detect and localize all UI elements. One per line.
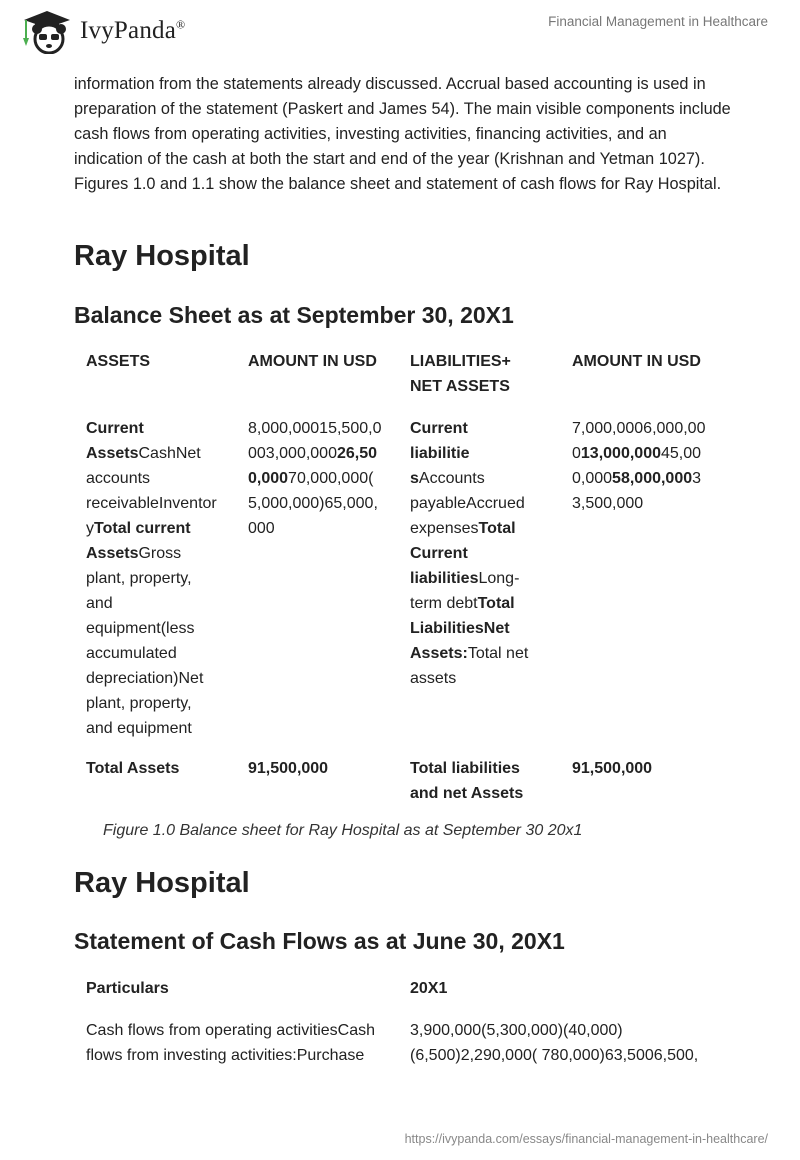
panda-logo-icon bbox=[23, 11, 70, 54]
header-particulars: Particulars bbox=[86, 980, 169, 997]
cell-text: receivableInventor bbox=[86, 495, 217, 512]
cell-text: s bbox=[410, 470, 419, 487]
cell-text: 3 bbox=[692, 470, 702, 487]
cell-text: Gross bbox=[138, 545, 182, 562]
section1-subtitle: Balance Sheet as at September 30, 20X1 bbox=[74, 302, 514, 328]
cell-text: Accounts bbox=[418, 470, 485, 487]
cell-text: 26,50 bbox=[336, 445, 378, 462]
cell-text: 0,000 bbox=[572, 470, 613, 487]
header-net-assets: NET ASSETS bbox=[410, 378, 510, 395]
cell-text: plant, property, bbox=[86, 570, 192, 587]
header-liabilities: LIABILITIES+ bbox=[410, 353, 511, 370]
document-title: Financial Management in Healthcare bbox=[548, 14, 768, 29]
cell-assets-amounts: 8,000,00015,500,0 003,000,00026,50 0,00070… bbox=[248, 416, 381, 541]
cell-text: 000 bbox=[248, 520, 275, 537]
values-line: (6,500)2,290,000( 780,000)63,5006,500, bbox=[410, 1047, 699, 1064]
cell-assets-items: Current AssetsCashNet accounts receivableIn… bbox=[86, 416, 217, 741]
header-year: 20X1 bbox=[410, 980, 448, 997]
cell-text: Total net bbox=[467, 645, 529, 662]
cell-text: 0,000 bbox=[248, 470, 289, 487]
registered-mark: ® bbox=[176, 17, 186, 32]
cell-text: and bbox=[86, 595, 113, 612]
header-amount-assets: AMOUNT IN USD bbox=[248, 353, 377, 370]
cell-text: liabilities bbox=[410, 570, 479, 587]
cell-text: Long- bbox=[478, 570, 520, 587]
cell-text: expenses bbox=[410, 520, 479, 537]
cell-text: LiabilitiesNet bbox=[410, 620, 510, 637]
section2-subtitle: Statement of Cash Flows as at June 30, 2… bbox=[74, 928, 565, 954]
particulars-line: Cash flows from operating activitiesCash bbox=[86, 1022, 376, 1039]
logo-text: IvyPanda bbox=[80, 17, 177, 44]
cell-text: and equipment bbox=[86, 720, 192, 737]
figure-caption: Figure 1.0 Balance sheet for Ray Hospita… bbox=[103, 822, 583, 839]
header-assets: ASSETS bbox=[86, 353, 151, 370]
particulars-line: flows from investing activities:Purchase bbox=[86, 1047, 365, 1064]
cell-text: Total bbox=[477, 595, 515, 612]
cell-text: Total current bbox=[94, 520, 191, 537]
total-liabilities-label-2: and net Assets bbox=[410, 785, 524, 802]
intro-paragraph: information from the statements already … bbox=[74, 75, 731, 193]
cell-text: CashNet bbox=[138, 445, 201, 462]
cell-text: 3,500,000 bbox=[572, 495, 644, 512]
cell-text: 0 bbox=[572, 445, 581, 462]
source-url[interactable]: https://ivypanda.com/essays/financial-ma… bbox=[404, 1132, 768, 1146]
cell-text: plant, property, bbox=[86, 695, 192, 712]
cell-liabilities-items: Current liabilitie sAccounts payableAccrued… bbox=[410, 416, 528, 691]
cell-text: payableAccrued bbox=[410, 495, 525, 512]
cell-text: liabilitie bbox=[410, 445, 470, 462]
cell-text: Assets bbox=[86, 545, 139, 562]
cell-text: Total bbox=[478, 520, 516, 537]
cell-text: 5,000,000)65,000, bbox=[248, 495, 378, 512]
header-amount-liabilities: AMOUNT IN USD bbox=[572, 353, 701, 370]
cell-text: 45,00 bbox=[660, 445, 702, 462]
section1-title: Ray Hospital bbox=[74, 240, 250, 272]
cell-text: 13,000,000 bbox=[580, 445, 661, 462]
cell-text: 003,000,000 bbox=[248, 445, 337, 462]
total-assets-value: 91,500,000 bbox=[248, 760, 329, 777]
section2-title: Ray Hospital bbox=[74, 867, 250, 899]
cell-text: Current bbox=[86, 420, 144, 437]
cell-text: assets bbox=[410, 670, 457, 687]
ivypanda-logo[interactable]: IvyPanda® bbox=[20, 8, 185, 54]
cell-text: Current bbox=[410, 420, 468, 437]
cell-text: Assets: bbox=[410, 645, 468, 662]
cell-text: 70,000,000( bbox=[288, 470, 374, 487]
cell-text: 8,000,00015,500,0 bbox=[248, 420, 382, 437]
values-line: 3,900,000(5,300,000)(40,000) bbox=[410, 1022, 623, 1039]
cell-text: equipment(less bbox=[86, 620, 195, 637]
total-liabilities-label: Total liabilities bbox=[410, 760, 520, 777]
cell-text: 58,000,000 bbox=[612, 470, 693, 487]
cell-text: accounts bbox=[86, 470, 151, 487]
cell-text: depreciation)Net bbox=[86, 670, 204, 687]
cell-text: accumulated bbox=[86, 645, 177, 662]
cell-text: Assets bbox=[86, 445, 139, 462]
cell-text: Current bbox=[410, 545, 468, 562]
total-liabilities-value: 91,500,000 bbox=[572, 760, 653, 777]
cell-text: term debt bbox=[410, 595, 478, 612]
total-assets-label: Total Assets bbox=[86, 760, 180, 777]
cell-text: y bbox=[86, 520, 94, 537]
cell-text: 7,000,0006,000,00 bbox=[572, 420, 706, 437]
cell-liabilities-amounts: 7,000,0006,000,00 013,000,00045,00 0,00058… bbox=[572, 416, 705, 516]
